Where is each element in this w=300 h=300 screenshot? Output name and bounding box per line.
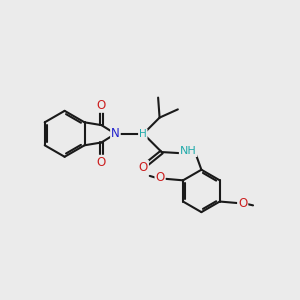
- Text: N: N: [111, 127, 120, 140]
- Text: O: O: [155, 172, 165, 184]
- Text: H: H: [139, 129, 147, 140]
- Text: O: O: [238, 197, 247, 210]
- Text: O: O: [97, 156, 106, 169]
- Text: NH: NH: [180, 146, 196, 156]
- Text: O: O: [139, 161, 148, 174]
- Text: O: O: [97, 99, 106, 112]
